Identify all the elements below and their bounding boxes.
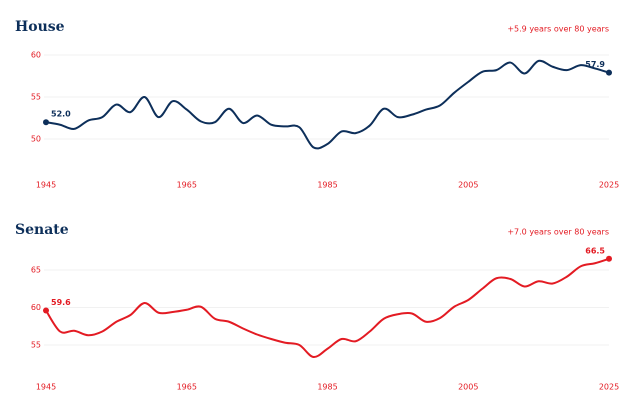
y-tick-label: 55 — [31, 341, 41, 350]
x-tick-label: 1965 — [177, 181, 197, 190]
x-tick-label: 1945 — [36, 181, 56, 190]
x-tick-label: 1965 — [177, 383, 197, 392]
end-point — [606, 255, 612, 262]
x-tick-label: 2005 — [458, 383, 478, 392]
x-tick-label: 2025 — [599, 383, 619, 392]
x-tick-label: 1945 — [36, 383, 56, 392]
x-tick-label: 2005 — [458, 181, 478, 190]
annotation: +5.9 years over 80 years — [507, 25, 609, 34]
chart-title: Senate — [15, 222, 69, 238]
y-tick-label: 60 — [31, 51, 41, 60]
x-tick-label: 1985 — [317, 383, 337, 392]
value-label: 57.9 — [585, 60, 605, 69]
value-label: 66.5 — [585, 246, 605, 255]
y-tick-label: 60 — [31, 303, 41, 312]
y-tick-label: 50 — [31, 135, 41, 144]
line — [45, 257, 610, 359]
value-label: 59.6 — [51, 298, 71, 307]
x-tick-label: 1985 — [317, 181, 337, 190]
y-tick-label: 65 — [31, 266, 41, 275]
end-point — [606, 69, 612, 76]
line — [45, 59, 610, 150]
value-label: 52.0 — [51, 110, 71, 119]
end-point — [43, 307, 49, 314]
chart-title: House — [15, 19, 65, 35]
x-tick-label: 2025 — [599, 181, 619, 190]
annotation: +7.0 years over 80 years — [507, 228, 609, 237]
end-point — [43, 119, 49, 126]
y-tick-label: 55 — [31, 93, 41, 102]
